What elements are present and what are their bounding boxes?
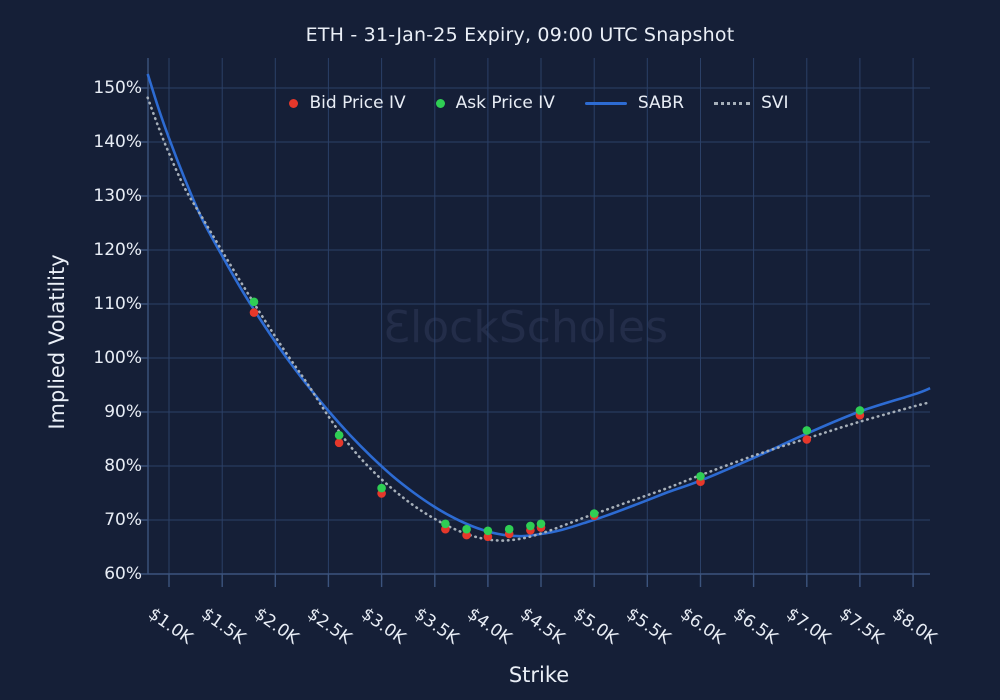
- y-tick-label: 90%: [104, 402, 142, 422]
- legend-item-ask-price-iv[interactable]: Ask Price IV: [435, 93, 555, 113]
- legend-label-bid: Bid Price IV: [309, 93, 406, 113]
- x-axis-title: Strike: [508, 663, 570, 687]
- legend-label-svi: SVI: [761, 93, 789, 113]
- blockscholes-logo-icon: Ɛ: [383, 302, 411, 353]
- y-tick-label: 80%: [104, 456, 142, 476]
- legend-label-ask: Ask Price IV: [455, 93, 555, 113]
- legend-item-bid-price-iv[interactable]: Bid Price IV: [289, 93, 406, 113]
- legend-label-sabr: SABR: [637, 93, 685, 113]
- y-tick-label: 130%: [93, 186, 142, 206]
- sabr-line-marker-icon: [584, 101, 627, 105]
- ask-dot-marker-icon: [435, 98, 445, 108]
- y-tick-label: 120%: [93, 240, 142, 260]
- bid-dot-marker-icon: [289, 98, 299, 108]
- y-tick-label: 70%: [104, 510, 142, 530]
- y-axis-title: Implied Volatility: [45, 254, 69, 430]
- y-tick-label: 140%: [93, 132, 142, 152]
- legend-item-sabr[interactable]: SABR: [584, 93, 685, 113]
- axis-lines: [147, 58, 930, 575]
- chart-title: ETH - 31-Jan-25 Expiry, 09:00 UTC Snapsh…: [305, 24, 735, 46]
- watermark-text: lockScholes: [410, 302, 668, 353]
- y-tick-label: 110%: [93, 294, 142, 314]
- blockscholes-watermark: ƐlockScholes: [383, 302, 668, 353]
- y-tick-label: 100%: [93, 348, 142, 368]
- svi-dotted-marker-icon: [714, 101, 751, 105]
- sabr-curve[interactable]: [146, 73, 931, 538]
- y-tick-label: 150%: [93, 78, 142, 98]
- ask-price-iv-points[interactable]: [249, 297, 865, 536]
- y-tick-label: 60%: [104, 564, 142, 584]
- gridlines: [140, 58, 930, 587]
- legend: Bid Price IV Ask Price IV SABR SVI: [148, 93, 930, 113]
- legend-item-svi[interactable]: SVI: [714, 93, 789, 113]
- svi-curve[interactable]: [146, 96, 932, 542]
